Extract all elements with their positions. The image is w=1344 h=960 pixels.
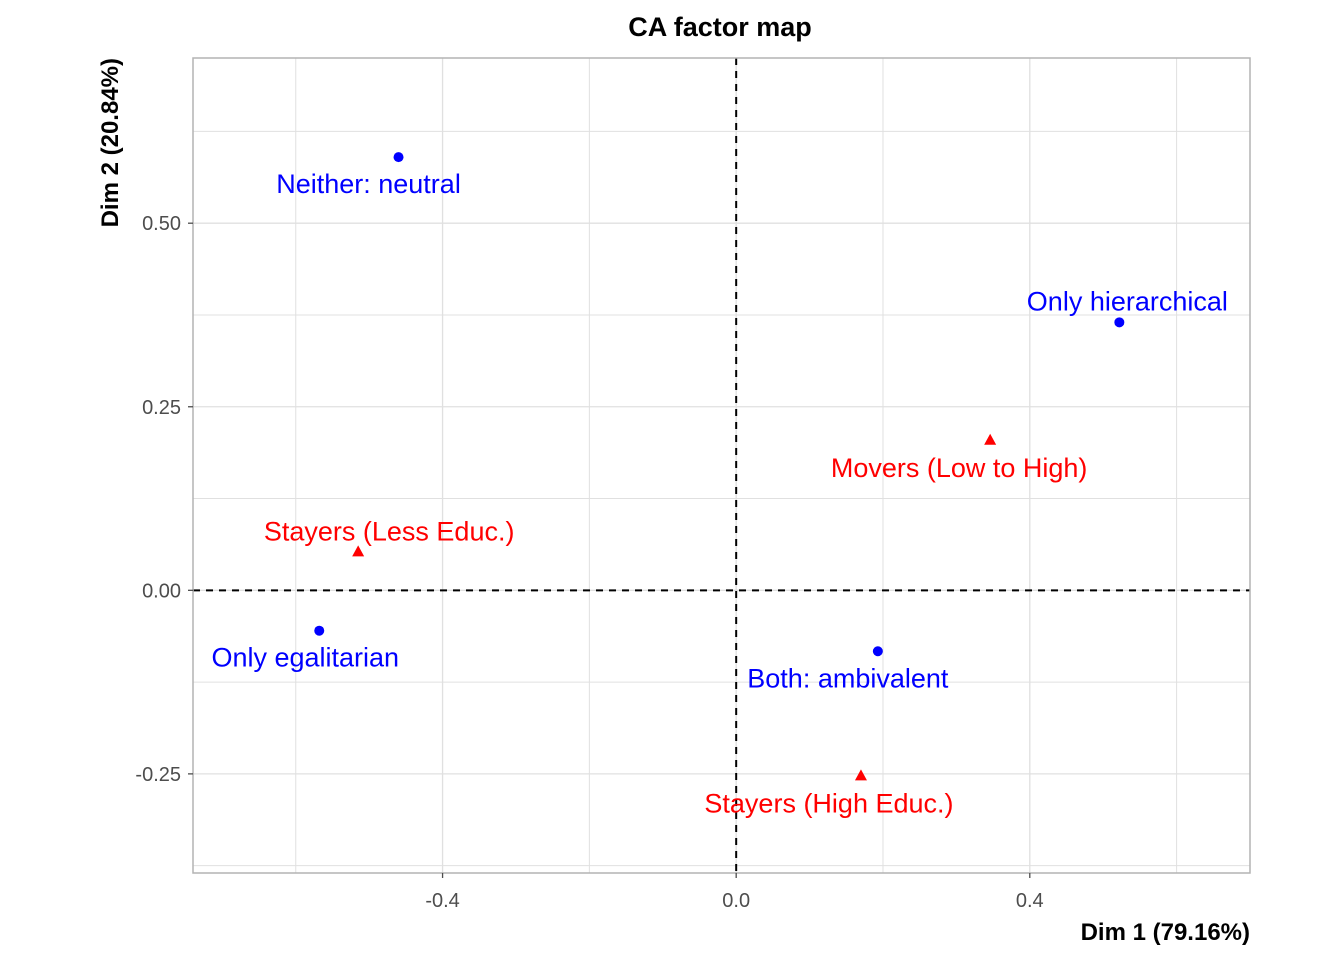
axis-ticks: -0.4 0.0 0.4 -0.25 0.00 0.25 0.50 (135, 213, 1043, 912)
x-tick-label: 0.0 (722, 890, 750, 912)
point-marker (393, 152, 404, 163)
point-label: Neither: neutral (276, 169, 461, 199)
point-label: Stayers (Less Educ.) (264, 516, 515, 546)
point-label: Movers (Low to High) (831, 453, 1088, 483)
point-marker (984, 433, 997, 445)
x-axis-title: Dim 1 (79.16%) (1081, 919, 1250, 946)
data-points: Neither: neutral Only hierarchical Only eg… (211, 152, 1228, 818)
point-label: Both: ambivalent (747, 663, 949, 693)
chart-title: CA factor map (628, 12, 812, 42)
point-marker (314, 625, 325, 636)
point-marker (854, 769, 867, 781)
point-label: Only hierarchical (1027, 286, 1228, 316)
point-marker (872, 646, 883, 657)
plot-frame (192, 57, 1251, 874)
y-tick-label: -0.25 (135, 764, 181, 786)
point-marker (352, 545, 365, 557)
y-tick-label: 0.00 (142, 580, 181, 602)
point-marker (1114, 317, 1125, 328)
x-tick-label: -0.4 (425, 890, 459, 912)
reference-lines (193, 58, 1250, 873)
x-tick-label: 0.4 (1016, 890, 1044, 912)
y-axis-title: Dim 2 (20.84%) (97, 58, 124, 227)
point-label: Stayers (High Educ.) (704, 788, 953, 818)
y-tick-label: 0.50 (142, 213, 181, 235)
y-tick-label: 0.25 (142, 397, 181, 419)
point-label: Only egalitarian (211, 643, 399, 673)
